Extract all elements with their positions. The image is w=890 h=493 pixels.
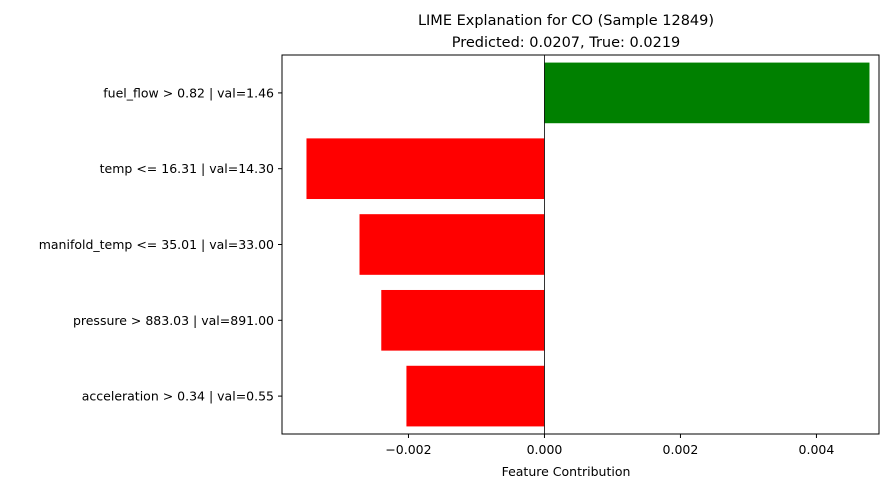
bar-3 [359, 214, 545, 275]
x-tick-label-3: 0.002 [663, 442, 699, 457]
chart-subtitle: Predicted: 0.0207, True: 0.0219 [452, 35, 681, 51]
bar-1 [544, 62, 870, 124]
y-tick-label-4: pressure > 883.03 | val=891.00 [73, 313, 274, 328]
x-axis-label: Feature Contribution [502, 464, 631, 479]
y-tick-label-1: fuel_flow > 0.82 | val=1.46 [103, 85, 274, 100]
chart-title: LIME Explanation for CO (Sample 12849) [418, 13, 714, 29]
bar-5 [406, 365, 545, 427]
x-tick-label-1: −0.002 [385, 442, 431, 457]
plot-frame [281, 54, 880, 435]
bar-2 [306, 138, 545, 200]
bar-4 [381, 289, 545, 351]
y-tick-label-2: temp <= 16.31 | val=14.30 [100, 161, 274, 176]
plot-area: fuel_flow > 0.82 | val=1.46 temp <= 16.31… [39, 54, 880, 457]
x-tick-label-2: 0.000 [527, 442, 563, 457]
y-tick-label-3: manifold_temp <= 35.01 | val=33.00 [39, 237, 274, 252]
x-tick-label-4: 0.004 [799, 442, 835, 457]
y-tick-label-5: acceleration > 0.34 | val=0.55 [82, 389, 274, 404]
